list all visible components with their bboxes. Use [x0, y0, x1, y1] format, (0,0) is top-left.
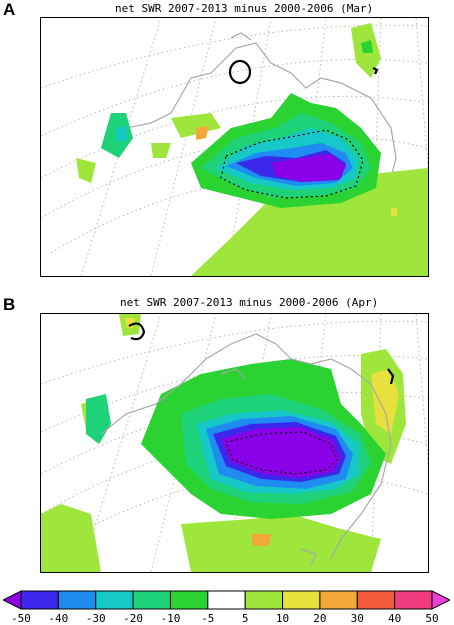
colorbar-tick-label: -40	[48, 612, 69, 625]
colorbar-tick-label: -5	[201, 612, 215, 625]
colorbar-tick-label: 10	[275, 612, 290, 625]
colorbar-bin	[57, 590, 97, 610]
shading-negative	[191, 93, 381, 208]
colorbar-bin	[3, 590, 22, 610]
colorbar-bin	[169, 590, 209, 610]
panel-b-title: net SWR 2007-2013 minus 2000-2006 (Apr)	[120, 296, 379, 309]
colorbar-tick-label: 20	[313, 612, 327, 625]
colorbar-bin	[282, 590, 321, 610]
shading-negative	[86, 359, 386, 519]
panel-a-letter: A	[3, 0, 16, 19]
colorbar-tick-label: 5	[241, 612, 249, 625]
colorbar-bin	[431, 590, 450, 610]
colorbar-bin	[132, 590, 171, 610]
colorbar-bin	[95, 590, 134, 610]
colorbar-tick-label: 50	[425, 612, 439, 625]
shading-positive	[76, 23, 428, 276]
colorbar-bin	[207, 590, 246, 610]
coastline	[100, 333, 392, 567]
colorbar-bin	[20, 590, 59, 610]
colorbar-tick-label: -20	[123, 612, 144, 625]
colorbar	[3, 590, 450, 610]
colorbar-tick-label: -50	[11, 612, 31, 625]
colorbar-tick-label: -10	[160, 612, 181, 625]
colorbar-tick-label: -30	[85, 612, 106, 625]
panel-a-map	[40, 17, 429, 277]
colorbar-tick-label: 30	[350, 612, 364, 625]
colorbar-tick-label: 40	[388, 612, 402, 625]
colorbar-bin	[356, 590, 396, 610]
colorbar-bin	[244, 590, 284, 610]
shading-positive	[41, 314, 406, 572]
colorbar-bin	[394, 590, 433, 610]
significance-contours	[128, 322, 395, 385]
significance-contours	[228, 59, 379, 85]
panel-b-map	[40, 313, 429, 573]
panel-a-title: net SWR 2007-2013 minus 2000-2006 (Mar)	[115, 2, 374, 15]
panel-b-letter: B	[3, 295, 16, 314]
colorbar-bin	[319, 590, 358, 610]
